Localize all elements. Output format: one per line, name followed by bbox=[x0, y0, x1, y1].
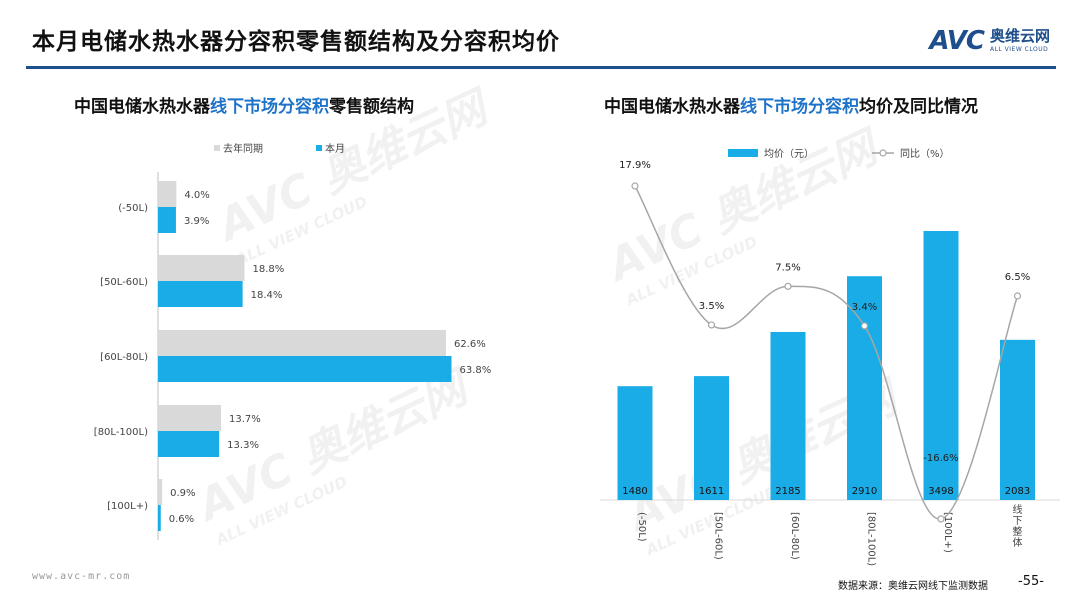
bar-value-label: 3498 bbox=[928, 486, 953, 497]
data-label: 0.9% bbox=[170, 488, 195, 499]
bar bbox=[158, 255, 245, 281]
legend-marker bbox=[879, 149, 887, 157]
data-label: 0.6% bbox=[169, 514, 194, 525]
line-point bbox=[937, 515, 945, 523]
data-label: 18.8% bbox=[252, 264, 284, 275]
right-chart-title-post: 均价及同比情况 bbox=[859, 97, 978, 117]
line-value-label: 17.9% bbox=[619, 160, 651, 171]
logo-mark: AVC bbox=[929, 26, 985, 56]
bar bbox=[1000, 339, 1035, 500]
line-point bbox=[707, 321, 716, 329]
bar bbox=[158, 207, 176, 233]
category-label: [80L-100L) bbox=[866, 512, 877, 566]
legend-label: 本月 bbox=[325, 142, 345, 155]
legend-label: 同比（%） bbox=[900, 148, 950, 160]
bar-value-label: 1611 bbox=[699, 486, 724, 497]
right-chart-title-pre: 中国电储水热水器 bbox=[604, 97, 740, 117]
left-chart-title-post: 零售额结构 bbox=[329, 97, 414, 117]
bar bbox=[847, 276, 882, 500]
data-label: 3.9% bbox=[184, 216, 209, 227]
line-point bbox=[784, 282, 792, 290]
data-label: 4.0% bbox=[184, 190, 209, 201]
data-label: 18.4% bbox=[251, 290, 283, 301]
logo-en: ALL VIEW CLOUD bbox=[989, 46, 1049, 53]
category-label: (-50L) bbox=[118, 203, 148, 214]
line-point bbox=[860, 322, 869, 330]
bar-value-label: 2083 bbox=[1005, 486, 1030, 497]
data-label: 62.6% bbox=[454, 339, 486, 350]
data-label: 13.3% bbox=[227, 440, 259, 451]
right-chart-title: 中国电储水热水器线下市场分容积均价及同比情况 bbox=[604, 92, 978, 117]
bar-value-label: 2185 bbox=[775, 486, 800, 497]
line-point bbox=[1013, 292, 1022, 300]
category-label: 线下整体 bbox=[1013, 503, 1023, 549]
page-number: -55- bbox=[1018, 574, 1044, 589]
line-value-label: -16.6% bbox=[923, 453, 958, 464]
category-label: [50L-60L) bbox=[713, 512, 724, 560]
bar bbox=[770, 331, 806, 500]
right-chart-title-highlight: 线下市场分容积 bbox=[740, 97, 859, 117]
footer-source: 数据来源：奥维云网线下监测数据 bbox=[838, 581, 988, 592]
bar bbox=[158, 181, 177, 207]
line-point bbox=[631, 182, 639, 190]
bar bbox=[158, 281, 243, 307]
bar bbox=[158, 330, 446, 356]
data-label: 63.8% bbox=[459, 365, 491, 376]
legend-swatch bbox=[316, 145, 322, 151]
yoy-line bbox=[634, 185, 1019, 520]
bar bbox=[158, 405, 222, 431]
bar-value-label: 2910 bbox=[852, 486, 877, 497]
bar bbox=[158, 356, 452, 382]
logo-cn: 奥维云网 bbox=[989, 27, 1050, 45]
line-value-label: 6.5% bbox=[1005, 272, 1030, 283]
bar bbox=[617, 386, 653, 500]
category-label: [60L-80L) bbox=[789, 512, 800, 560]
right-combo-chart: 均价（元） 同比（%） 1480 (-50L) 1611 [50L-60L) 2185 [60… bbox=[600, 148, 1060, 566]
left-bar-chart: 去年同期 本月 (-50L) 4.0% 3.9% [50L-60L) 18.8% 18.4% [… bbox=[94, 142, 491, 540]
legend-swatch bbox=[728, 149, 758, 157]
legend-label: 均价（元） bbox=[764, 148, 814, 160]
data-label: 13.7% bbox=[229, 414, 261, 425]
category-label: [60L-80L) bbox=[100, 352, 148, 363]
brand-logo: AVC 奥维云网 ALL VIEW CLOUD bbox=[929, 26, 1050, 56]
bar bbox=[158, 505, 161, 531]
bar-value-label: 1480 bbox=[622, 486, 647, 497]
line-value-label: 3.5% bbox=[699, 301, 724, 312]
bar bbox=[923, 231, 959, 500]
footer-url: www.avc-mr.com bbox=[32, 571, 131, 582]
category-label: [50L-60L) bbox=[100, 277, 148, 288]
left-chart-title-pre: 中国电储水热水器 bbox=[74, 97, 210, 117]
bar bbox=[158, 431, 220, 457]
category-label: [100L+) bbox=[942, 512, 953, 553]
page-title: 本月电储水热水器分容积零售额结构及分容积均价 bbox=[32, 29, 560, 55]
category-label: (-50L) bbox=[636, 512, 647, 542]
category-label: [80L-100L) bbox=[94, 427, 148, 438]
left-chart-title: 中国电储水热水器线下市场分容积零售额结构 bbox=[74, 92, 414, 117]
line-value-label: 7.5% bbox=[775, 262, 800, 273]
left-chart-title-highlight: 线下市场分容积 bbox=[210, 97, 329, 117]
bar bbox=[158, 479, 163, 505]
category-label: [100L+) bbox=[107, 501, 148, 512]
header-divider bbox=[26, 66, 1056, 69]
legend-label: 去年同期 bbox=[223, 142, 263, 155]
bar bbox=[694, 376, 729, 500]
legend-swatch bbox=[214, 145, 220, 151]
line-value-label: 3.4% bbox=[852, 302, 877, 313]
